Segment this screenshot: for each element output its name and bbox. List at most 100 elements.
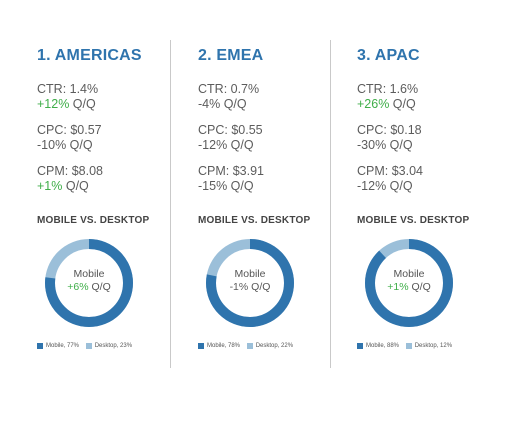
legend-swatch-mobile [198,343,204,349]
donut-slice-mobile [206,239,294,327]
column-divider [330,40,331,368]
cpm-metric: CPM: $8.08 +1% Q/Q [37,164,103,194]
legend-item-mobile: Mobile, 78% [198,343,240,350]
change-value: -4% [198,97,221,111]
center-label-change: -1% Q/Q [205,281,295,294]
donut-svg [45,239,133,327]
cpm-value: CPM: $3.04 [357,164,424,178]
cpc-change: -12% Q/Q [198,138,263,153]
legend-item-mobile: Mobile, 88% [357,343,399,350]
change-value: -1% [229,281,249,293]
cpc-value: CPC: $0.18 [357,123,422,137]
legend-swatch-mobile [357,343,363,349]
chart-legend: Mobile, 78% Desktop, 22% [198,343,298,350]
legend-label: Mobile, 77% [46,343,80,349]
legend-label: Desktop, 12% [414,343,453,349]
change-suffix: Q/Q [386,138,413,152]
ctr-metric: CTR: 0.7% -4% Q/Q [198,82,259,112]
mobile-vs-desktop-heading: MOBILE VS. DESKTOP [357,215,470,226]
donut-center-label: Mobile +1% Q/Q [364,268,454,294]
cpc-change: -10% Q/Q [37,138,102,153]
legend-swatch-desktop [85,343,92,349]
donut-svg [206,239,294,327]
change-value: -30% [357,138,387,152]
change-suffix: Q/Q [227,179,254,193]
change-value: -10% [37,138,67,152]
center-label-name: Mobile [234,268,266,280]
change-value: +6% [67,281,89,293]
mobile-vs-desktop-heading: MOBILE VS. DESKTOP [37,215,150,226]
ctr-change: +26% Q/Q [357,97,418,112]
ctr-metric: CTR: 1.6% +26% Q/Q [357,82,418,112]
change-suffix: Q/Q [66,138,93,152]
cpc-value: CPC: $0.57 [37,123,102,137]
cpm-change: -15% Q/Q [198,179,264,194]
donut-center-label: Mobile +6% Q/Q [44,268,134,294]
center-label-change: +6% Q/Q [44,281,134,294]
cpc-metric: CPC: $0.18 -30% Q/Q [357,123,422,153]
region-column-emea: 2. EMEA CTR: 0.7% -4% Q/Q CPC: $0.55 -12… [198,40,348,370]
change-suffix: Q/Q [88,281,111,293]
change-suffix: Q/Q [220,97,247,111]
change-value: -15% [198,179,228,193]
change-suffix: Q/Q [386,179,413,193]
change-value: +26% [357,97,390,111]
region-title: 2. EMEA [198,47,264,64]
cpc-value: CPC: $0.55 [198,123,263,137]
change-suffix: Q/Q [248,281,271,293]
cpm-change: +1% Q/Q [37,179,103,194]
legend-label: Desktop, 23% [94,343,133,349]
donut-slice-mobile [45,239,133,327]
legend-item-mobile: Mobile, 77% [37,343,79,350]
legend-label: Mobile, 88% [366,343,400,349]
ctr-value: CTR: 1.4% [37,82,99,96]
column-divider [170,40,171,368]
change-value: -12% [198,138,228,152]
center-label-name: Mobile [393,268,425,280]
ctr-value: CTR: 1.6% [357,82,419,96]
donut-chart: Mobile -1% Q/Q [205,238,295,328]
ctr-change: +12% Q/Q [37,97,98,112]
cpm-change: -12% Q/Q [357,179,423,194]
cpc-metric: CPC: $0.55 -12% Q/Q [198,123,263,153]
chart-legend: Mobile, 88% Desktop, 12% [357,343,457,350]
mobile-vs-desktop-heading: MOBILE VS. DESKTOP [198,215,311,226]
legend-item-desktop: Desktop, 23% [85,343,133,350]
cpc-change: -30% Q/Q [357,138,422,153]
legend-label: Mobile, 78% [207,343,241,349]
donut-svg [365,239,453,327]
ctr-value: CTR: 0.7% [198,82,260,96]
donut-chart: Mobile +6% Q/Q [44,238,134,328]
donut-slice-mobile [365,239,453,327]
cpm-value: CPM: $8.08 [37,164,104,178]
donut-chart: Mobile +1% Q/Q [364,238,454,328]
change-suffix: Q/Q [408,281,431,293]
change-value: +1% [37,179,63,193]
change-value: +12% [37,97,70,111]
legend-item-desktop: Desktop, 22% [246,343,294,350]
chart-legend: Mobile, 77% Desktop, 23% [37,343,137,350]
donut-center-label: Mobile -1% Q/Q [205,268,295,294]
change-suffix: Q/Q [227,138,254,152]
center-label-name: Mobile [73,268,105,280]
legend-item-desktop: Desktop, 12% [405,343,453,350]
change-value: -12% [357,179,387,193]
cpm-metric: CPM: $3.04 -12% Q/Q [357,164,423,194]
change-suffix: Q/Q [69,97,96,111]
change-value: +1% [387,281,409,293]
change-suffix: Q/Q [389,97,416,111]
legend-swatch-mobile [37,343,43,349]
region-title: 3. APAC [357,47,420,64]
ctr-change: -4% Q/Q [198,97,259,112]
legend-label: Desktop, 22% [255,343,294,349]
legend-swatch-desktop [405,343,412,349]
cpc-metric: CPC: $0.57 -10% Q/Q [37,123,102,153]
center-label-change: +1% Q/Q [364,281,454,294]
change-suffix: Q/Q [62,179,89,193]
cpm-metric: CPM: $3.91 -15% Q/Q [198,164,264,194]
legend-swatch-desktop [246,343,253,349]
cpm-value: CPM: $3.91 [198,164,265,178]
region-column-americas: 1. AMERICAS CTR: 1.4% +12% Q/Q CPC: $0.5… [37,40,187,370]
ctr-metric: CTR: 1.4% +12% Q/Q [37,82,98,112]
